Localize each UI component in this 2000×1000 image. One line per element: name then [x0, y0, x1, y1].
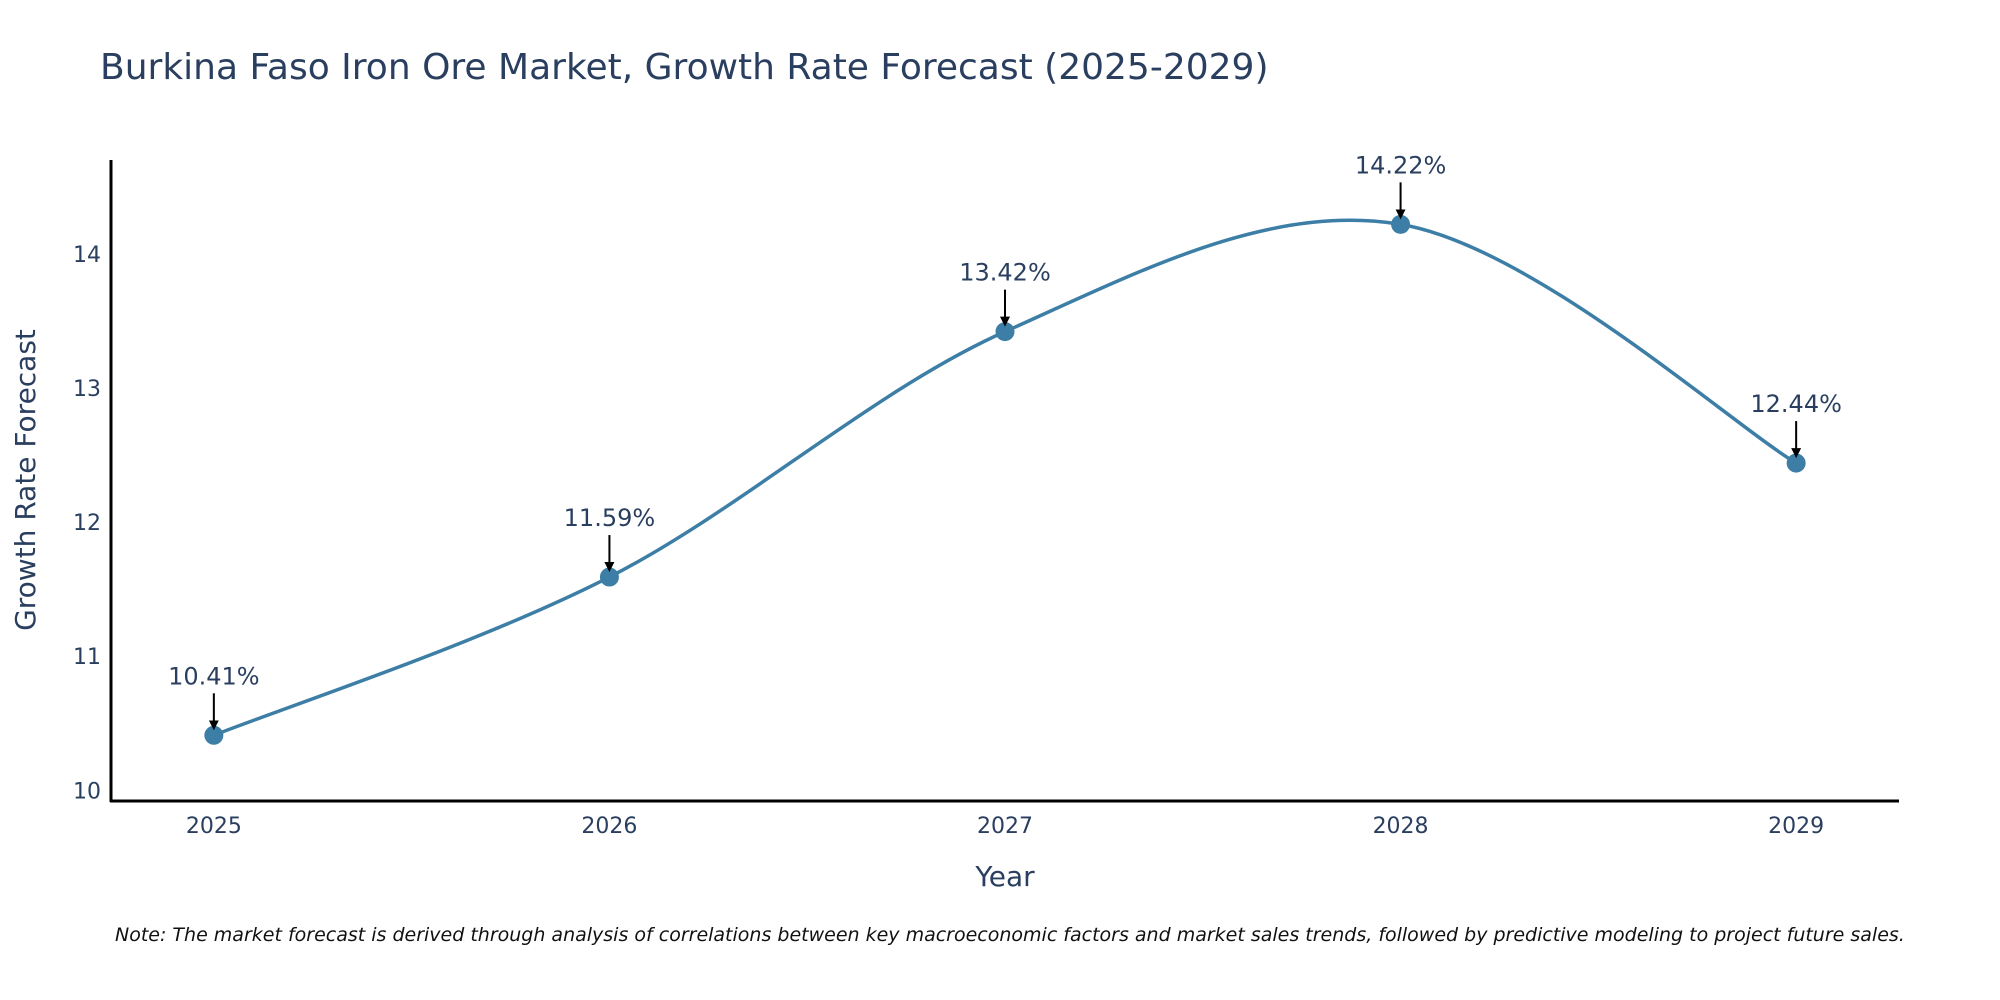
data-labels-layer: 10.41% 11.59% 13.42% 14.22% 12.44%	[168, 151, 1842, 731]
x-tick-label: 2029	[1768, 814, 1824, 839]
data-point	[1786, 453, 1806, 473]
data-label: 11.59%	[564, 504, 656, 532]
y-tick-label: 10	[73, 779, 101, 804]
x-tick-label: 2026	[581, 814, 637, 839]
data-label: 13.42%	[959, 259, 1051, 287]
data-label: 12.44%	[1750, 390, 1842, 418]
x-axis-title: Year	[974, 860, 1035, 893]
x-axis-ticks: 2025 2026 2027 2028 2029	[186, 814, 1824, 839]
x-tick-label: 2025	[186, 814, 242, 839]
x-tick-label: 2027	[977, 814, 1033, 839]
y-tick-label: 14	[73, 243, 101, 268]
data-point	[995, 322, 1015, 342]
y-axis-title: Growth Rate Forecast	[9, 329, 42, 631]
chart-title: Burkina Faso Iron Ore Market, Growth Rat…	[100, 47, 1269, 88]
data-point	[1391, 214, 1411, 234]
data-label: 10.41%	[168, 662, 260, 690]
y-tick-label: 12	[73, 511, 101, 536]
series-layer	[204, 214, 1806, 745]
footnote: Note: The market forecast is derived thr…	[115, 924, 1905, 946]
data-label: 14.22%	[1355, 151, 1447, 179]
y-tick-label: 11	[73, 645, 101, 670]
y-axis-ticks: 10 11 12 13 14	[73, 243, 101, 804]
x-tick-label: 2028	[1373, 814, 1429, 839]
axes	[109, 160, 1899, 803]
y-tick-label: 13	[73, 377, 101, 402]
data-point	[599, 567, 619, 587]
data-point	[204, 725, 224, 745]
